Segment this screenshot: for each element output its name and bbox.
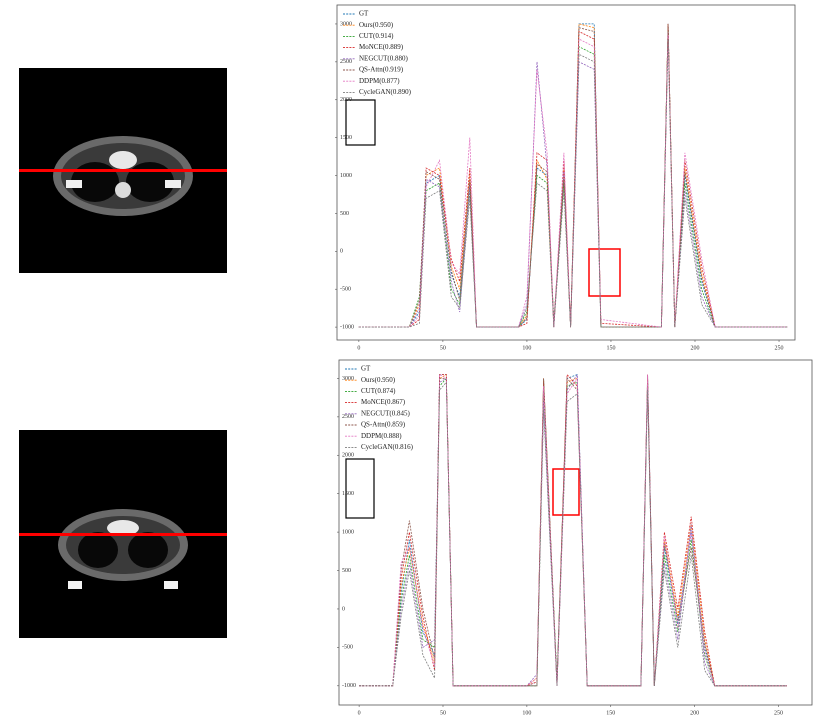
x-tick-label: 200 <box>690 345 699 351</box>
series-line <box>359 373 787 687</box>
x-tick-label: 150 <box>606 345 615 351</box>
y-tick-label: 1000 <box>342 529 354 535</box>
y-tick-label: -500 <box>340 287 351 293</box>
y-tick-label: -1000 <box>340 324 354 330</box>
y-tick-label: 2000 <box>342 453 354 459</box>
ct-image <box>19 430 227 638</box>
plot-frame <box>336 4 796 341</box>
y-tick-label: 500 <box>340 211 349 217</box>
x-tick-label: 150 <box>606 710 615 716</box>
highlight-box <box>552 468 580 516</box>
y-tick-label: 2000 <box>340 97 352 103</box>
x-tick-label: 0 <box>358 710 361 716</box>
y-tick-label: 0 <box>342 606 345 612</box>
series-line <box>358 23 788 328</box>
y-tick-label: 1000 <box>340 173 352 179</box>
zoom-inset <box>345 458 375 519</box>
legend-label: DDPM(0.888) <box>361 432 402 440</box>
legend-label: MoNCE(0.889) <box>359 43 404 51</box>
y-tick-label: 2500 <box>342 414 354 420</box>
legend-label: GT <box>359 10 369 18</box>
legend-label: NEGCUT(0.845) <box>361 409 410 417</box>
legend-label: GT <box>361 365 371 373</box>
series-line <box>358 23 788 328</box>
x-tick-label: 100 <box>522 710 531 716</box>
legend-label: CUT(0.914) <box>359 32 394 40</box>
x-tick-label: 50 <box>440 710 446 716</box>
series-line <box>358 39 788 328</box>
x-tick-label: 250 <box>774 710 783 716</box>
legend-label: NEGCUT(0.880) <box>359 54 408 62</box>
y-tick-label: 2500 <box>340 59 352 65</box>
y-tick-label: -500 <box>342 645 353 651</box>
series-line <box>359 373 787 687</box>
legend-label: MoNCE(0.867) <box>361 398 406 406</box>
series-line <box>359 377 787 687</box>
legend-label: CycleGAN(0.890) <box>359 88 412 96</box>
y-tick-label: 1500 <box>342 491 354 497</box>
series-line <box>359 377 787 687</box>
y-tick-label: 0 <box>340 249 343 255</box>
legend-label: QS-Attn(0.919) <box>359 66 404 74</box>
series-line <box>358 27 788 328</box>
x-tick-label: 50 <box>440 345 446 351</box>
series-line <box>358 23 788 328</box>
legend-label: CycleGAN(0.816) <box>361 443 414 451</box>
legend-label: CUT(0.874) <box>361 387 396 395</box>
y-tick-label: 3000 <box>340 21 352 27</box>
x-tick-label: 250 <box>775 345 784 351</box>
y-tick-label: 500 <box>342 568 351 574</box>
x-tick-label: 200 <box>690 710 699 716</box>
y-tick-label: 3000 <box>342 376 354 382</box>
series-line <box>358 23 788 328</box>
series-line <box>359 374 787 687</box>
y-tick-label: 1500 <box>340 135 352 141</box>
legend-label: Ours(0.950) <box>361 376 396 384</box>
x-tick-label: 0 <box>357 345 360 351</box>
series-line <box>359 373 787 687</box>
legend-label: Ours(0.950) <box>359 21 394 29</box>
highlight-box <box>588 248 621 297</box>
plot-frame <box>338 359 813 706</box>
x-tick-label: 100 <box>522 345 531 351</box>
zoom-inset <box>345 99 376 146</box>
y-tick-label: -1000 <box>342 683 356 689</box>
ct-image <box>19 68 227 273</box>
series-line <box>359 381 787 687</box>
series-line <box>359 373 787 687</box>
legend-label: DDPM(0.877) <box>359 77 400 85</box>
series-line <box>358 31 788 328</box>
legend-label: QS-Attn(0.859) <box>361 421 406 429</box>
series-line <box>358 35 788 328</box>
